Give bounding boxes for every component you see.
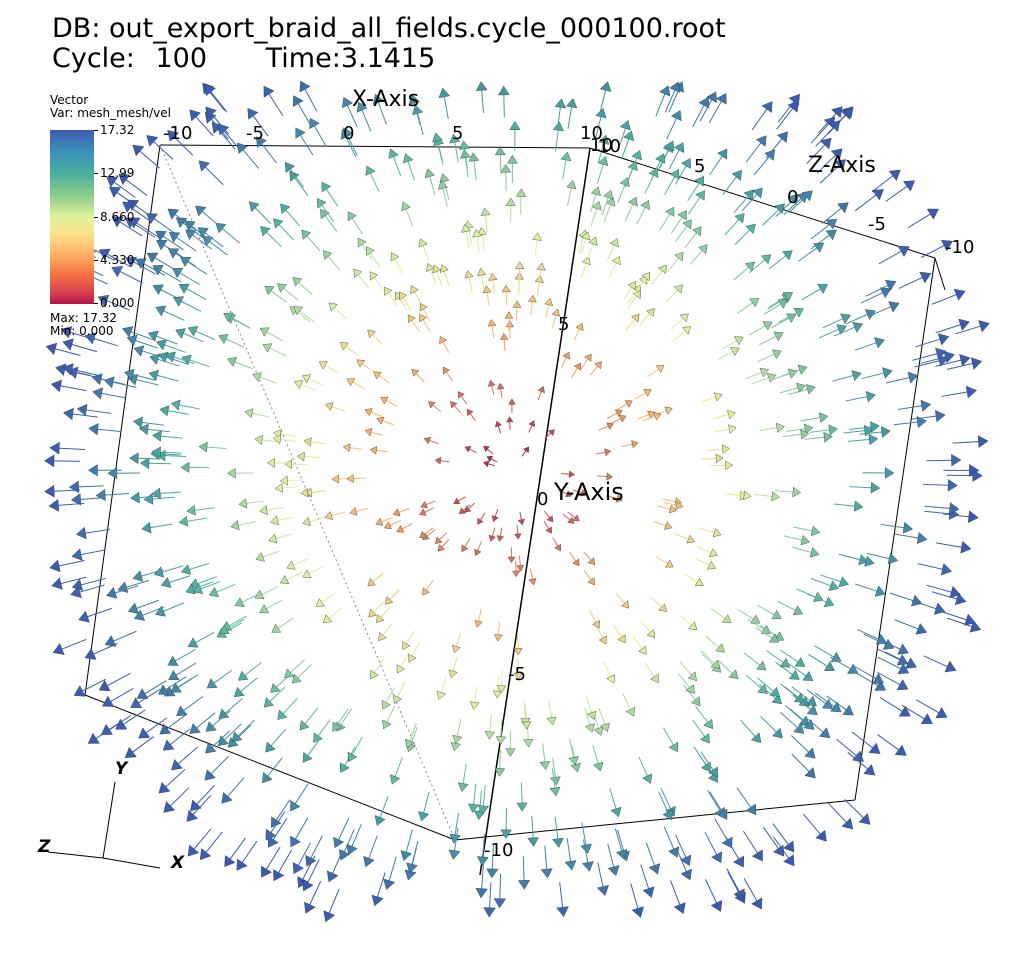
time-label: Time:: [265, 43, 341, 74]
color-legend: Vector Var: mesh_mesh/vel 17.32 12.99 8.…: [50, 93, 171, 338]
colorbar-tick-label: 17.32: [100, 123, 135, 137]
bounding-box: [84, 144, 946, 876]
database-title: DB: out_export_braid_all_fields.cycle_00…: [52, 13, 726, 44]
y-tick: 5: [558, 314, 569, 335]
y-axis-ticks: 10 5 0 -5 -10: [484, 136, 621, 861]
vector-glyphs: [44, 80, 990, 923]
legend-variable: Var: mesh_mesh/vel: [50, 106, 171, 120]
z-axis-ticks: 10 5 0 -5 -10: [590, 135, 974, 258]
cycle-label: Cycle:: [52, 43, 135, 74]
z-axis-title: Z-Axis: [808, 153, 876, 178]
legend-max: Max: 17.32: [50, 311, 118, 325]
legend-min: Min: 0.000: [50, 324, 114, 338]
colorbar-tick-label: 12.99: [100, 166, 135, 180]
y-tick: -10: [484, 840, 513, 861]
z-tick: -10: [945, 237, 974, 258]
colorbar-tick-label: 8.660: [100, 210, 135, 224]
colorbar-tick-label: 4.330: [100, 253, 135, 267]
x-axis-title: X-Axis: [352, 87, 419, 112]
triad-y-label: Y: [115, 759, 129, 779]
colorbar-tick-label: 0.000: [100, 296, 135, 310]
x-tick: 0: [343, 123, 354, 144]
x-tick: 10: [580, 123, 603, 144]
x-axis-ticks: -10 -5 0 5 10: [163, 123, 603, 144]
time-value: 3.1415: [340, 43, 436, 74]
z-tick: 5: [694, 156, 705, 177]
z-tick: 0: [787, 187, 798, 208]
legend-plot-type: Vector: [50, 93, 89, 107]
x-tick: 5: [452, 123, 463, 144]
triad-z-label: Z: [37, 837, 51, 857]
cycle-value: 100: [155, 43, 208, 74]
y-tick: 0: [537, 489, 548, 510]
x-tick: -10: [163, 123, 192, 144]
plot-header: DB: out_export_braid_all_fields.cycle_00…: [52, 14, 726, 74]
orientation-triad: Y X Z: [37, 759, 185, 873]
triad-x-label: X: [170, 853, 185, 873]
colorbar: [50, 130, 94, 304]
y-tick: -5: [508, 664, 526, 685]
z-tick: 10: [590, 135, 613, 156]
z-tick: -5: [868, 214, 886, 235]
y-axis-title: Y-Axis: [553, 478, 624, 506]
x-tick: -5: [246, 123, 264, 144]
y-tick: 10: [598, 136, 621, 157]
